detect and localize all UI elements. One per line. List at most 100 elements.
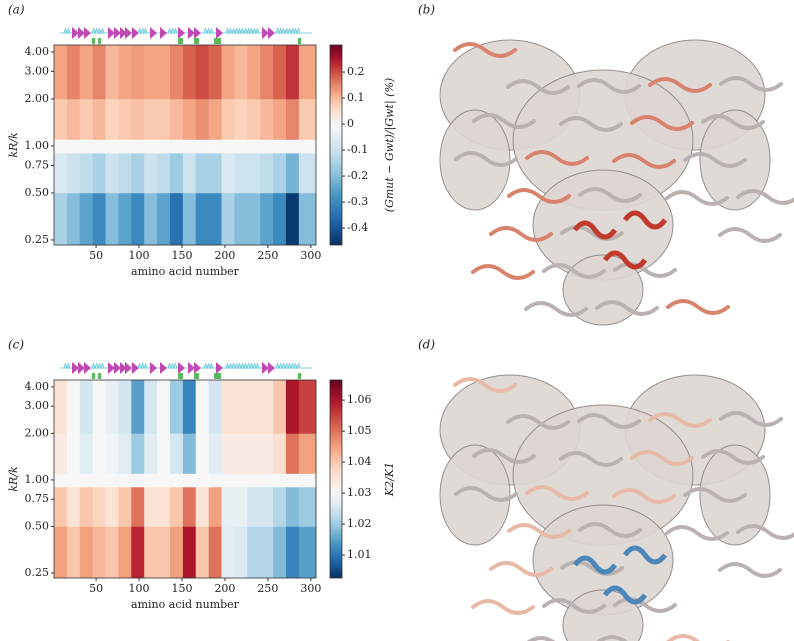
strand-arrow — [188, 362, 195, 374]
heat-cell — [221, 486, 235, 527]
heat-cell — [247, 526, 261, 579]
heat-cell — [285, 526, 300, 579]
heat-cell — [273, 526, 287, 579]
heat-cell — [105, 433, 119, 474]
strand-arrow — [114, 362, 121, 374]
heat-cell — [79, 486, 93, 527]
strand-arrow — [72, 362, 79, 374]
heat-cell — [182, 98, 197, 140]
heat-cell — [234, 139, 248, 154]
ribbon — [630, 115, 694, 131]
helix — [91, 362, 105, 370]
ribbon — [666, 299, 730, 315]
heat-cell — [195, 153, 209, 194]
heat-cell — [118, 153, 132, 194]
heat-cell — [66, 98, 81, 140]
site-marker — [98, 373, 101, 379]
strand-arrow — [108, 27, 115, 39]
heat-cell — [169, 486, 184, 527]
y-tick-label: 3.00 — [25, 399, 50, 412]
heat-cell — [92, 433, 106, 474]
ribbon — [577, 413, 641, 429]
heat-cell — [66, 192, 81, 246]
heat-cell — [144, 473, 158, 488]
heat-cell — [298, 486, 317, 527]
ribbon — [471, 599, 535, 615]
heat-cell — [105, 192, 119, 246]
ribbon — [701, 449, 765, 465]
strand-arrow — [132, 362, 139, 374]
heat-cell — [260, 192, 274, 246]
ribbon — [612, 153, 676, 169]
x-tick-label: 200 — [214, 249, 235, 262]
heat-cell — [234, 526, 248, 579]
heat-cell — [221, 153, 235, 194]
strand-arrow — [194, 27, 201, 39]
x-tick-label: 250 — [257, 582, 278, 595]
ribbon — [506, 79, 570, 95]
heat-cell — [131, 139, 145, 154]
heat-cell — [260, 98, 274, 140]
heat-cell — [79, 139, 93, 154]
heat-cell — [208, 473, 222, 488]
site-marker — [92, 38, 95, 44]
heat-cell — [79, 433, 93, 474]
heat-cell — [247, 98, 261, 140]
heat-cell — [131, 433, 145, 474]
colorbar-tick-label: 1.04 — [347, 455, 372, 468]
helix — [203, 362, 214, 370]
heat-cell — [79, 192, 93, 246]
ribbon — [507, 523, 571, 539]
heat-cell — [298, 153, 317, 194]
heat-cell — [131, 486, 145, 527]
heat-cell — [221, 433, 235, 474]
ribbon — [648, 77, 712, 93]
helix — [225, 27, 260, 35]
heat-cell — [54, 139, 68, 154]
heat-cell — [182, 433, 197, 474]
y-tick-label: 4.00 — [25, 380, 50, 393]
site-marker — [298, 373, 301, 379]
ribbon — [736, 189, 794, 205]
helix — [225, 362, 260, 370]
colorbar — [329, 44, 343, 246]
y-axis-label: kR/k — [7, 466, 20, 492]
heat-cell — [273, 153, 287, 194]
heat-cell — [273, 98, 287, 140]
heat-cell — [285, 45, 300, 100]
heat-cell — [260, 433, 274, 474]
heat-cell — [79, 473, 93, 488]
heat-cell — [208, 486, 222, 527]
panel-label: (d) — [418, 338, 435, 352]
colorbar-tick-label: 1.02 — [347, 517, 372, 530]
heat-cell — [169, 98, 184, 140]
heat-cell — [144, 45, 158, 100]
y-tick-label: 0.75 — [25, 492, 50, 505]
heat-cell — [234, 98, 248, 140]
heat-cell — [105, 486, 119, 527]
heat-cell — [54, 192, 68, 246]
ribbon — [665, 525, 729, 541]
helix — [167, 27, 178, 35]
heat-cell — [208, 45, 222, 100]
heat-cell — [118, 380, 132, 434]
heat-cell — [66, 526, 81, 579]
heat-cell — [66, 473, 81, 488]
heat-cell — [247, 486, 261, 527]
heat-cell — [195, 139, 209, 154]
heat-cell — [66, 45, 81, 100]
ribbon — [525, 485, 589, 501]
heat-cell — [157, 473, 171, 488]
strand-arrow — [72, 27, 79, 39]
heat-cell — [273, 139, 287, 154]
ribbon — [701, 114, 765, 130]
heat-cell — [182, 486, 197, 527]
heat-cell — [195, 45, 209, 100]
heat-cell — [66, 433, 81, 474]
heat-cell — [92, 192, 106, 246]
ribbon — [560, 225, 624, 241]
heat-cell — [182, 45, 197, 100]
strand-arrow — [188, 27, 195, 39]
heat-cell — [144, 526, 158, 579]
heat-cell — [105, 139, 119, 154]
